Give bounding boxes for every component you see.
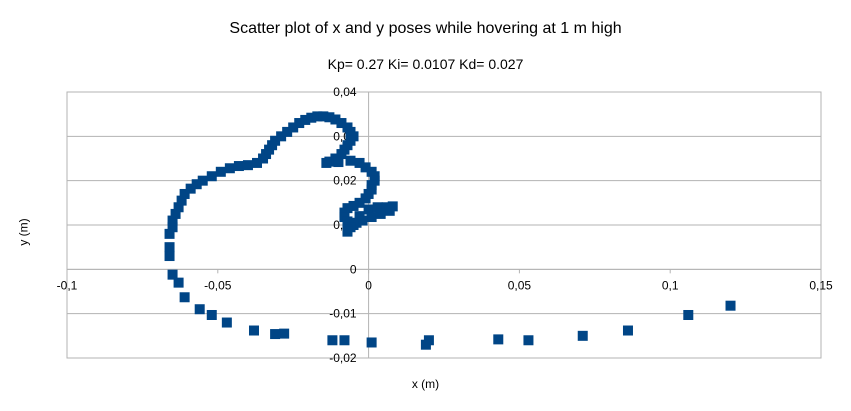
data-point bbox=[345, 155, 356, 166]
data-point bbox=[357, 215, 368, 226]
data-point bbox=[375, 208, 386, 219]
data-point bbox=[622, 325, 633, 336]
data-point bbox=[179, 292, 190, 303]
data-point bbox=[279, 328, 290, 339]
y-tick-label: -0,02 bbox=[329, 351, 357, 365]
x-tick-label: -0,1 bbox=[57, 278, 78, 292]
data-point bbox=[493, 334, 504, 345]
data-point bbox=[179, 188, 190, 199]
y-tick-label: 0,02 bbox=[333, 174, 357, 188]
data-point bbox=[683, 309, 694, 320]
data-point bbox=[206, 309, 217, 320]
data-point bbox=[312, 111, 323, 122]
data-point bbox=[215, 166, 226, 177]
data-point bbox=[197, 175, 208, 186]
data-point bbox=[170, 208, 181, 219]
data-point bbox=[224, 163, 235, 174]
data-point bbox=[248, 325, 259, 336]
data-point bbox=[206, 171, 217, 182]
data-point bbox=[523, 335, 534, 346]
data-point bbox=[420, 339, 431, 350]
data-point bbox=[384, 205, 395, 216]
data-point bbox=[242, 160, 253, 171]
y-tick-label: 0 bbox=[350, 262, 357, 276]
data-point bbox=[725, 300, 736, 311]
data-point bbox=[366, 337, 377, 348]
data-point bbox=[270, 135, 281, 146]
data-point bbox=[360, 162, 371, 173]
data-point bbox=[330, 114, 341, 125]
data-points bbox=[164, 111, 736, 350]
data-point bbox=[577, 330, 588, 341]
data-point bbox=[173, 277, 184, 288]
data-point bbox=[348, 200, 359, 211]
data-point bbox=[191, 179, 202, 190]
data-point bbox=[164, 251, 175, 262]
chart-title: Scatter plot of x and y poses while hove… bbox=[229, 20, 622, 37]
data-point bbox=[176, 195, 187, 206]
data-point bbox=[288, 122, 299, 133]
data-point bbox=[294, 118, 305, 129]
data-point bbox=[324, 112, 335, 123]
data-point bbox=[164, 242, 175, 253]
data-point bbox=[318, 111, 329, 122]
x-tick-label: 0,05 bbox=[508, 278, 532, 292]
data-point bbox=[342, 226, 353, 237]
data-point bbox=[194, 304, 205, 315]
data-point bbox=[333, 157, 344, 168]
data-point bbox=[167, 269, 178, 280]
data-point bbox=[173, 202, 184, 213]
data-point bbox=[336, 118, 347, 129]
data-point bbox=[354, 157, 365, 168]
data-point bbox=[167, 215, 178, 226]
data-point bbox=[270, 329, 281, 340]
y-tick-label: -0,01 bbox=[329, 307, 357, 321]
data-point bbox=[363, 204, 374, 215]
data-point bbox=[342, 216, 353, 227]
x-tick-label: -0,05 bbox=[204, 278, 232, 292]
data-point bbox=[300, 114, 311, 125]
x-axis-label: x (m) bbox=[411, 377, 440, 391]
data-point bbox=[321, 157, 332, 168]
x-tick-label: 0 bbox=[365, 278, 372, 292]
data-point bbox=[164, 228, 175, 239]
x-tick-label: 0,15 bbox=[809, 278, 833, 292]
data-point bbox=[306, 112, 317, 123]
y-tick-label: 0,04 bbox=[333, 85, 357, 99]
data-point bbox=[252, 157, 263, 168]
data-point bbox=[167, 222, 178, 233]
data-point bbox=[282, 126, 293, 137]
chart-subtitle: Kp= 0.27 Ki= 0.0107 Kd= 0.027 bbox=[327, 56, 524, 72]
data-point bbox=[366, 212, 377, 223]
data-point bbox=[360, 193, 371, 204]
data-point bbox=[336, 149, 347, 160]
data-point bbox=[276, 131, 287, 142]
data-point bbox=[372, 202, 383, 213]
data-point bbox=[221, 317, 232, 328]
axes bbox=[66, 92, 822, 358]
data-point bbox=[185, 183, 196, 194]
data-point bbox=[354, 197, 365, 208]
x-tick-label: 0,1 bbox=[662, 278, 679, 292]
data-point bbox=[339, 335, 350, 346]
data-point bbox=[233, 161, 244, 172]
data-point bbox=[327, 335, 338, 346]
